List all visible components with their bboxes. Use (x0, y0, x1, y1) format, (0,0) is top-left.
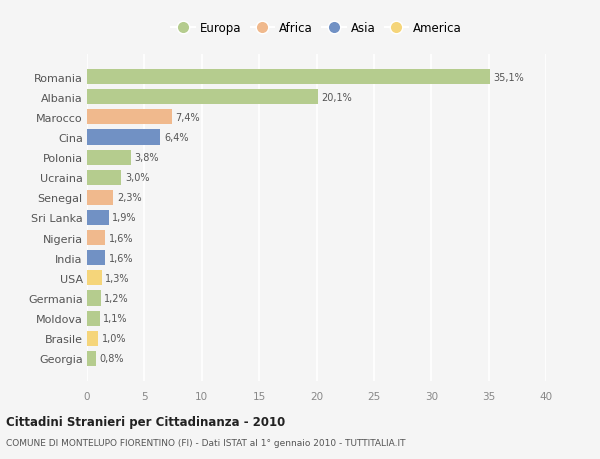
Text: 1,2%: 1,2% (104, 293, 129, 303)
Text: 7,4%: 7,4% (175, 112, 200, 123)
Text: 1,0%: 1,0% (102, 334, 127, 343)
Legend: Europa, Africa, Asia, America: Europa, Africa, Asia, America (171, 22, 462, 35)
Text: 35,1%: 35,1% (493, 73, 524, 83)
Bar (87, 150, 131, 165)
Text: 20,1%: 20,1% (321, 93, 352, 102)
Bar (87, 311, 100, 326)
Bar (87, 170, 121, 185)
Bar (87, 291, 101, 306)
Text: 0,8%: 0,8% (100, 353, 124, 364)
Text: 1,1%: 1,1% (103, 313, 128, 324)
Text: 2,3%: 2,3% (117, 193, 142, 203)
Text: 1,9%: 1,9% (112, 213, 137, 223)
Bar (87, 190, 113, 206)
Text: COMUNE DI MONTELUPO FIORENTINO (FI) - Dati ISTAT al 1° gennaio 2010 - TUTTITALIA: COMUNE DI MONTELUPO FIORENTINO (FI) - Da… (6, 438, 406, 448)
Bar (87, 271, 102, 286)
Text: 6,4%: 6,4% (164, 133, 188, 143)
Bar (87, 251, 106, 266)
Bar (87, 110, 172, 125)
Text: 1,3%: 1,3% (106, 273, 130, 283)
Bar (87, 351, 96, 366)
Bar (87, 90, 317, 105)
Text: 3,8%: 3,8% (134, 153, 158, 163)
Bar (87, 130, 160, 145)
Text: 3,0%: 3,0% (125, 173, 149, 183)
Bar (87, 331, 98, 346)
Bar (87, 211, 109, 225)
Text: Cittadini Stranieri per Cittadinanza - 2010: Cittadini Stranieri per Cittadinanza - 2… (6, 415, 285, 428)
Bar (87, 70, 490, 85)
Text: 1,6%: 1,6% (109, 233, 133, 243)
Text: 1,6%: 1,6% (109, 253, 133, 263)
Bar (87, 230, 106, 246)
